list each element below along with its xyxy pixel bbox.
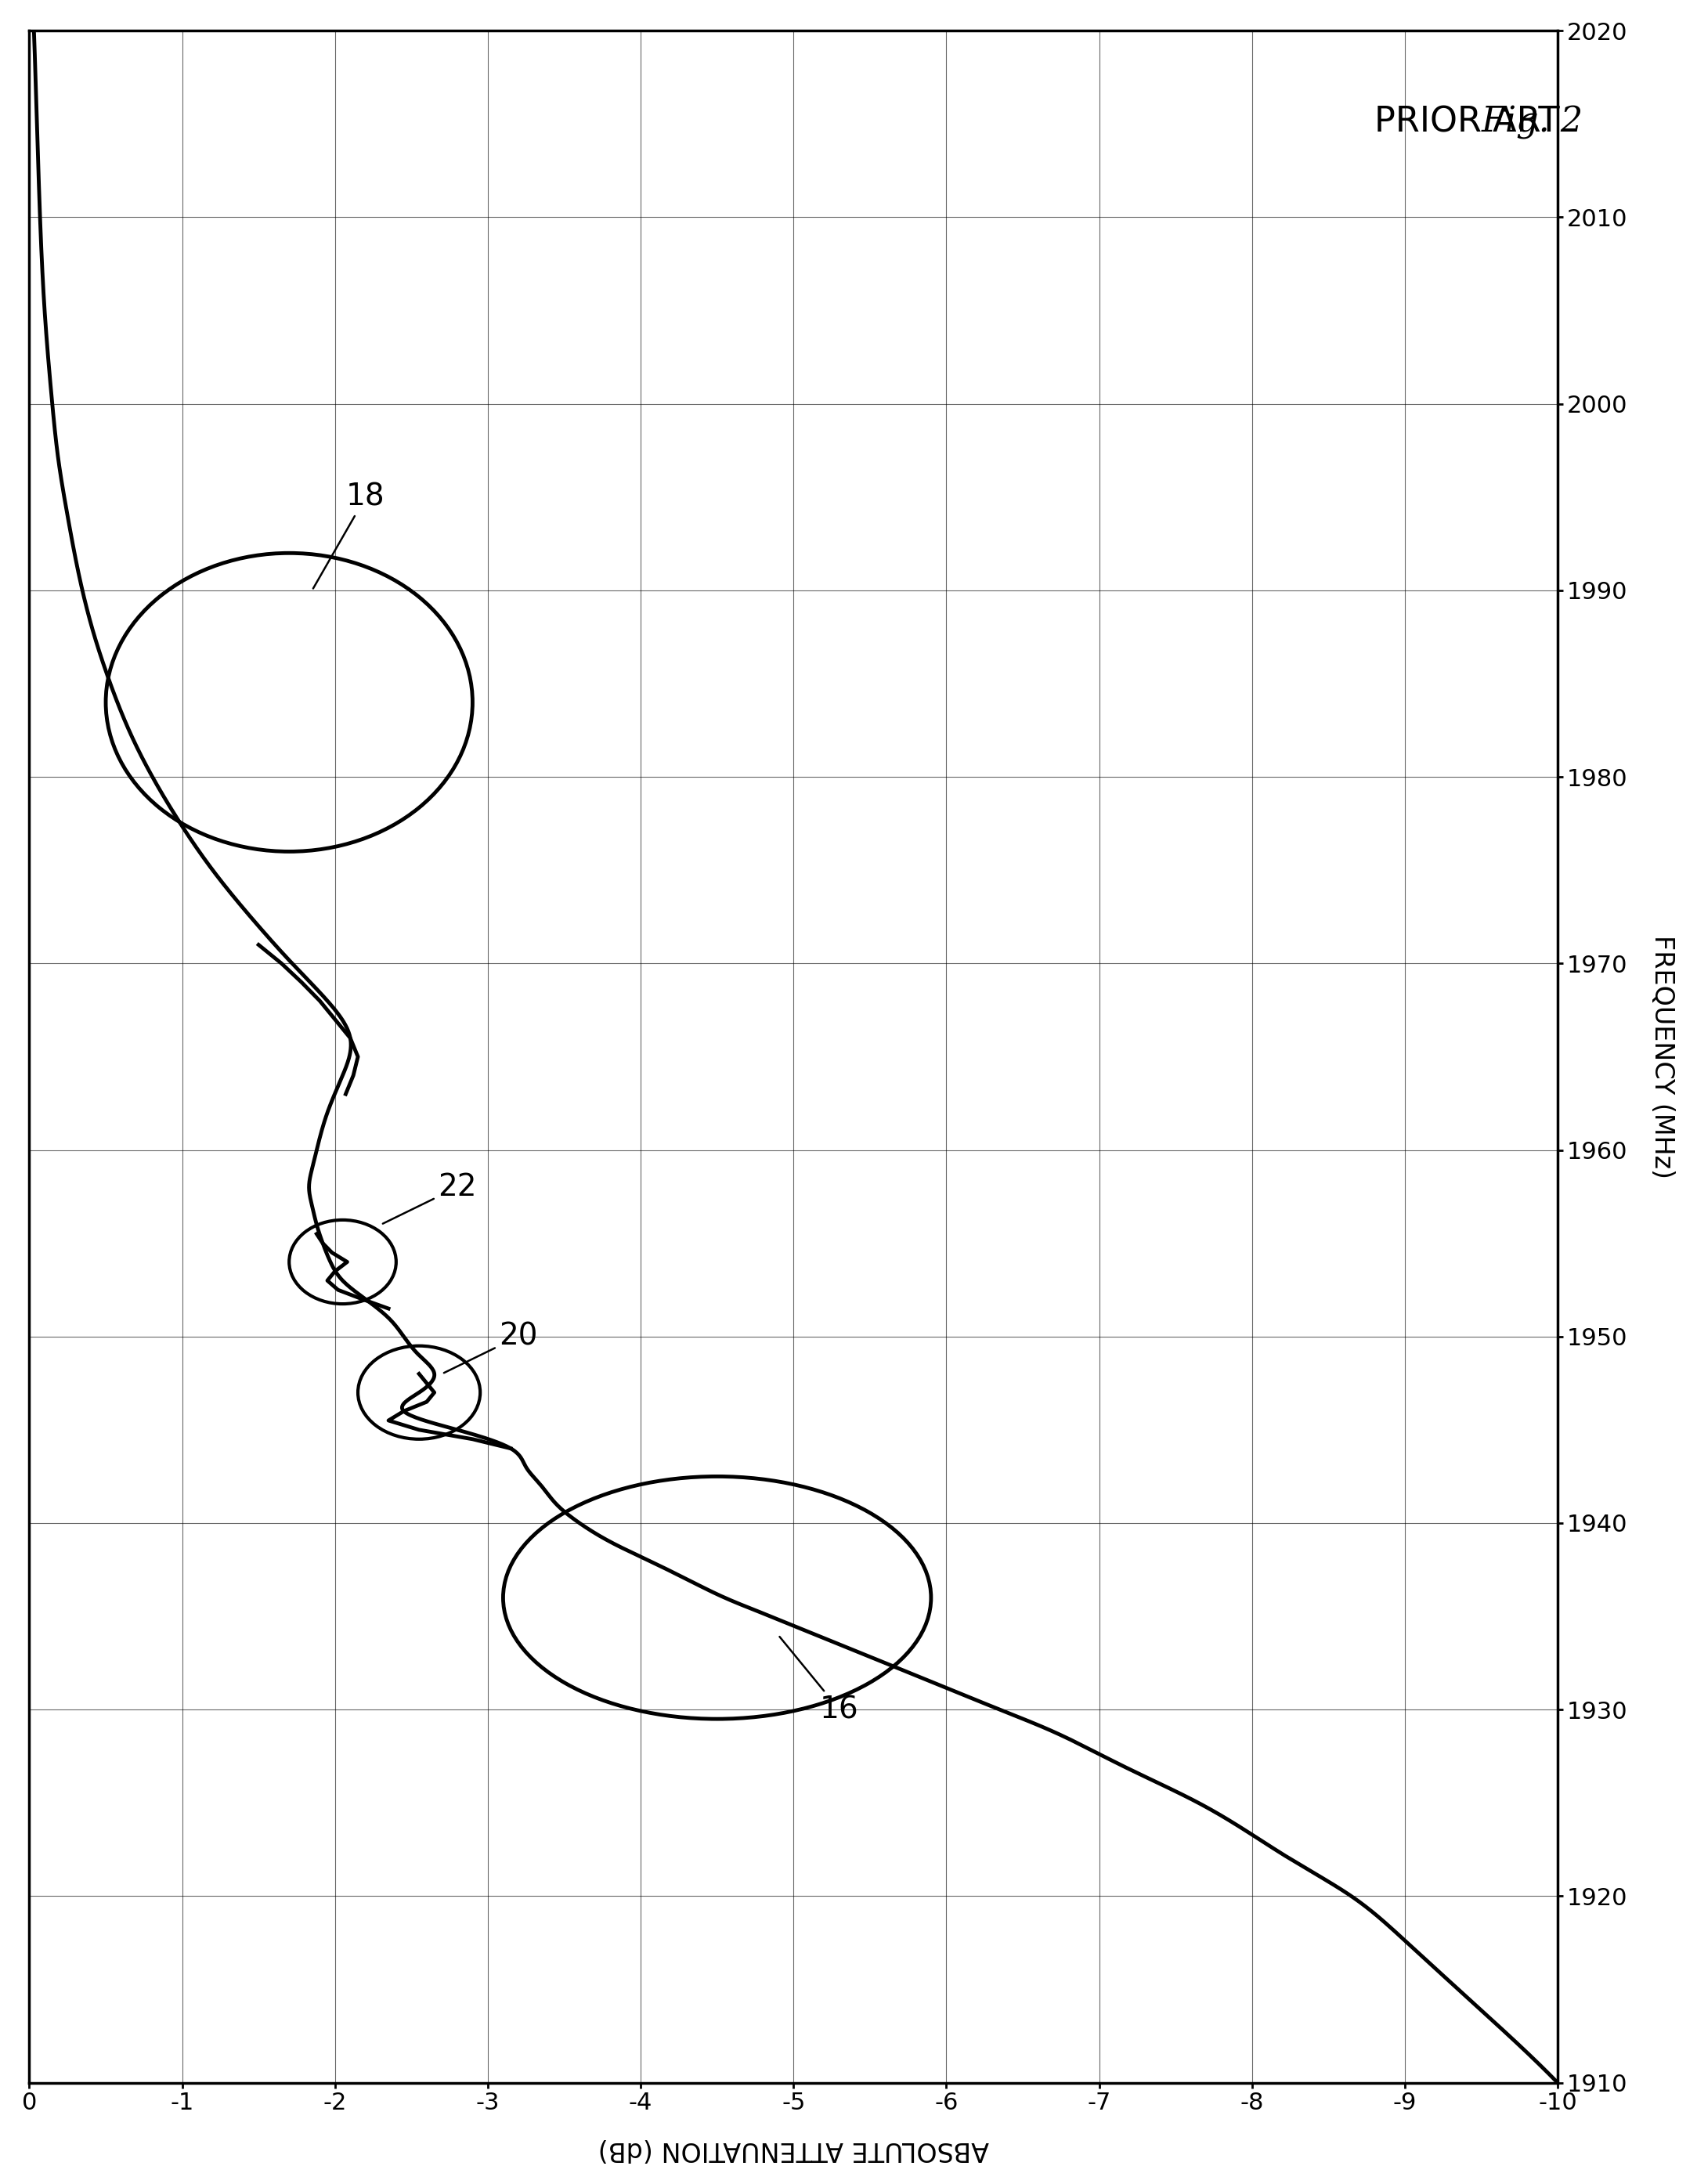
Text: Fig. 2: Fig. 2 <box>1481 105 1583 140</box>
Text: PRIOR ART: PRIOR ART <box>1375 105 1560 140</box>
Text: 18: 18 <box>314 483 385 587</box>
X-axis label: ABSOLUTE ATTENUATION (dB): ABSOLUTE ATTENUATION (dB) <box>597 2136 989 2162</box>
Text: 16: 16 <box>779 1636 859 1725</box>
Y-axis label: FREQUENCY (MHz): FREQUENCY (MHz) <box>1649 935 1675 1179</box>
Text: 20: 20 <box>445 1321 538 1374</box>
Text: 22: 22 <box>384 1173 477 1223</box>
